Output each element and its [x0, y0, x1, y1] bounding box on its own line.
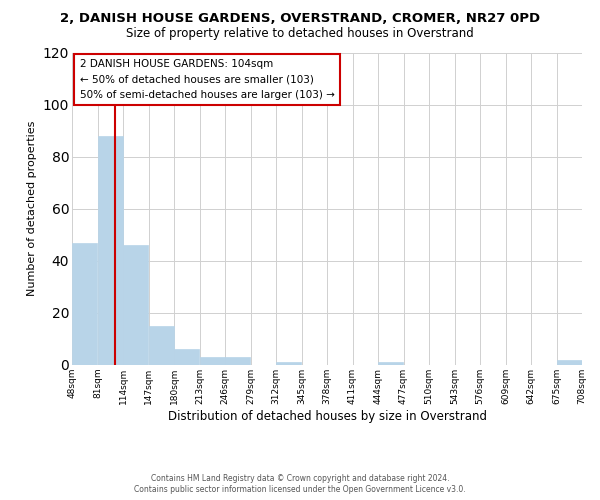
- Bar: [379, 362, 403, 365]
- Text: Size of property relative to detached houses in Overstrand: Size of property relative to detached ho…: [126, 28, 474, 40]
- Y-axis label: Number of detached properties: Number of detached properties: [27, 121, 37, 296]
- X-axis label: Distribution of detached houses by size in Overstrand: Distribution of detached houses by size …: [167, 410, 487, 422]
- Text: 2, DANISH HOUSE GARDENS, OVERSTRAND, CROMER, NR27 0PD: 2, DANISH HOUSE GARDENS, OVERSTRAND, CRO…: [60, 12, 540, 26]
- Bar: [73, 242, 97, 365]
- Bar: [557, 360, 581, 365]
- Bar: [175, 350, 199, 365]
- Text: 2 DANISH HOUSE GARDENS: 104sqm
← 50% of detached houses are smaller (103)
50% of: 2 DANISH HOUSE GARDENS: 104sqm ← 50% of …: [80, 58, 335, 100]
- Bar: [149, 326, 173, 365]
- Bar: [124, 245, 148, 365]
- Bar: [277, 362, 301, 365]
- Text: Contains HM Land Registry data © Crown copyright and database right 2024.
Contai: Contains HM Land Registry data © Crown c…: [134, 474, 466, 494]
- Bar: [98, 136, 122, 365]
- Bar: [226, 357, 250, 365]
- Bar: [200, 357, 224, 365]
